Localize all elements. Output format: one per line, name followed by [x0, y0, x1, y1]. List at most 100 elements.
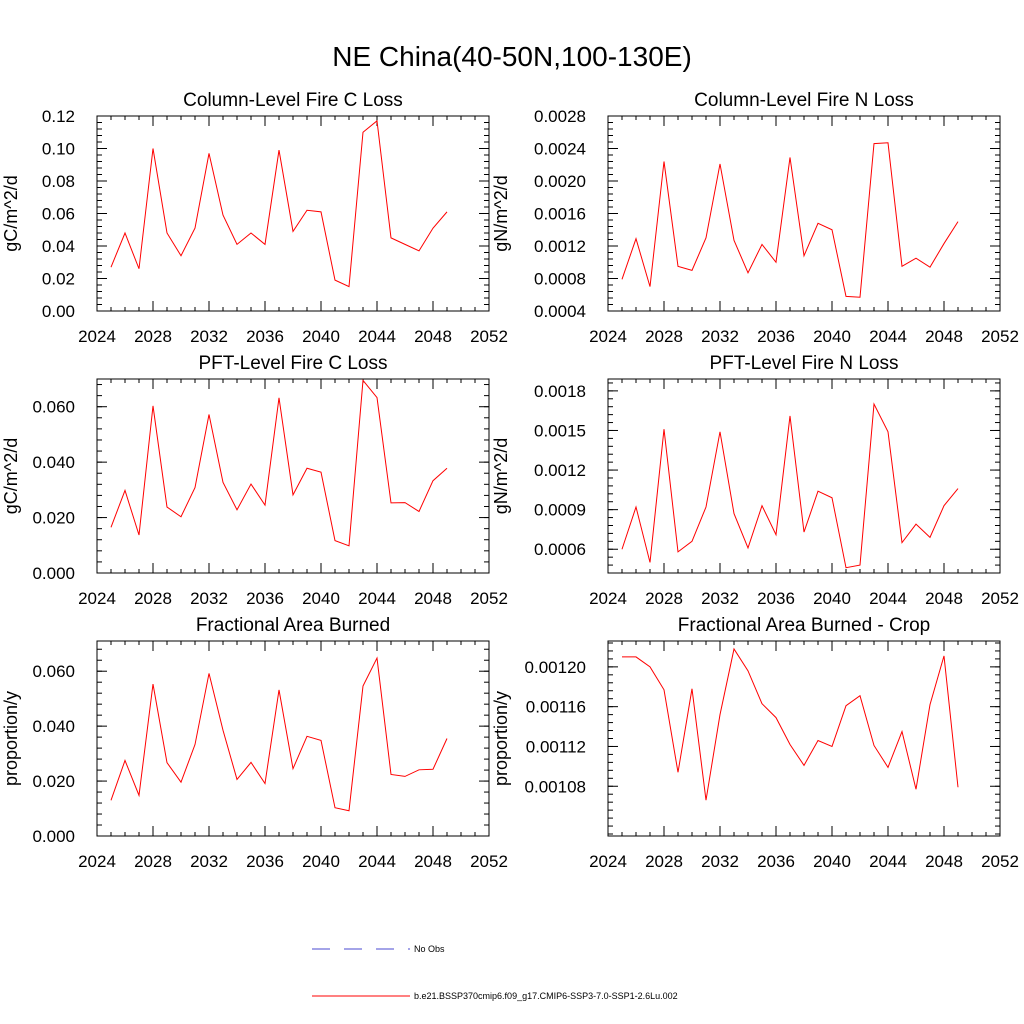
panel-2-y-tick-label-0-0012: 0.0012 — [534, 237, 586, 256]
panel-2-frame — [607, 115, 1001, 312]
panel-3-series-line-1 — [110, 379, 448, 547]
panels: Column-Level Fire C Loss 2024 2028 2032 2036… — [1, 90, 1019, 871]
panel-1-x-tick-label-2040: 2040 — [302, 327, 340, 346]
panel-5-x-tick-label-2024: 2024 — [78, 852, 116, 871]
panel-1-y-tick-label-0-00: 0.00 — [42, 302, 75, 321]
panel-1-y-tick-label-0-12: 0.12 — [42, 107, 75, 126]
panel-3-x-tick-label-2048: 2048 — [414, 589, 452, 608]
panel-1-x-tick-label-2032: 2032 — [190, 327, 228, 346]
panel-2-y-tick-label-0-0024: 0.0024 — [534, 140, 586, 159]
panel-3: PFT-Level Fire C Loss 2024 2028 2032 2036 204… — [1, 353, 508, 608]
panel-6-x-tick-label-2048: 2048 — [925, 852, 963, 871]
panel-1-x-tick-label-2036: 2036 — [246, 327, 284, 346]
panel-2-title: Column-Level Fire N Loss — [694, 90, 914, 111]
panel-1-title: Column-Level Fire C Loss — [183, 90, 403, 111]
panel-6-frame — [607, 640, 1001, 837]
panel-6-y-tick-label-0-00108: 0.00108 — [525, 777, 586, 796]
panel-4-ylabel: gN/m^2/d — [491, 438, 511, 514]
panel-5-y-tick-label-0-060: 0.060 — [32, 662, 75, 681]
panel-5-frame — [96, 640, 490, 837]
panel-5-x-tick-label-2048: 2048 — [414, 852, 452, 871]
panel-1-y-tick-label-0-06: 0.06 — [42, 205, 75, 224]
panel-4-y-tick-label-0-0009: 0.0009 — [534, 501, 586, 520]
panel-4-series-line-1 — [621, 402, 959, 569]
panel-5-x-tick-label-2044: 2044 — [358, 852, 396, 871]
panel-6-x-tick-label-2032: 2032 — [701, 852, 739, 871]
panel-6: Fractional Area Burned - Crop 2024 2028 203… — [491, 615, 1019, 871]
panel-6-y-tick-label-0-00120: 0.00120 — [525, 658, 586, 677]
panel-2-ylabel: gN/m^2/d — [491, 175, 511, 251]
panel-6-x-tick-label-2044: 2044 — [869, 852, 907, 871]
panel-3-x-tick-label-2052: 2052 — [470, 589, 508, 608]
panel-3-x-tick-label-2036: 2036 — [246, 589, 284, 608]
panel-2: Column-Level Fire N Loss 2024 2028 2032 2036… — [491, 90, 1019, 346]
panel-1-y-tick-label-0-02: 0.02 — [42, 270, 75, 289]
panel-2-y-tick-label-0-0016: 0.0016 — [534, 205, 586, 224]
panel-6-x-tick-label-2052: 2052 — [981, 852, 1019, 871]
main-title: NE China(40-50N,100-130E) — [332, 41, 692, 72]
panel-2-x-tick-label-2024: 2024 — [589, 327, 627, 346]
panel-5-title: Fractional Area Burned — [196, 615, 390, 636]
panel-6-y-tick-label-0-00112: 0.00112 — [526, 737, 586, 756]
panel-5-x-tick-label-2032: 2032 — [190, 852, 228, 871]
panel-5-x-tick-label-2036: 2036 — [246, 852, 284, 871]
panel-5-series-line-1 — [110, 656, 448, 812]
panel-3-x-tick-label-2032: 2032 — [190, 589, 228, 608]
panel-5-y-tick-label-0-000: 0.000 — [32, 827, 75, 846]
panel-5-y-tick-label-0-020: 0.020 — [32, 772, 75, 791]
panel-2-y-tick-label-0-0008: 0.0008 — [534, 270, 586, 289]
panel-6-x-tick-label-2036: 2036 — [757, 852, 795, 871]
panel-2-series-line-1 — [621, 142, 959, 298]
panel-1-x-tick-label-2052: 2052 — [470, 327, 508, 346]
panel-6-y-tick-label-0-00116: 0.00116 — [526, 698, 586, 717]
panel-2-x-tick-label-2048: 2048 — [925, 327, 963, 346]
legend-label-model-run: b.e21.BSSP370cmip6.f09_g17.CMIP6-SSP3-7.… — [414, 991, 678, 1001]
panel-1-y-tick-label-0-10: 0.10 — [42, 140, 75, 159]
legend-label-no-obs: No Obs — [414, 944, 445, 954]
panel-1-x-tick-label-2048: 2048 — [414, 327, 452, 346]
panel-5-y-tick-label-0-040: 0.040 — [32, 717, 75, 736]
panel-3-frame — [96, 378, 490, 574]
panel-3-ylabel: gC/m^2/d — [1, 438, 21, 514]
panel-2-x-tick-label-2040: 2040 — [813, 327, 851, 346]
panel-4-x-tick-label-2032: 2032 — [701, 589, 739, 608]
panel-3-y-tick-label-0-040: 0.040 — [32, 453, 75, 472]
panel-4-x-tick-label-2052: 2052 — [981, 589, 1019, 608]
panel-2-x-tick-label-2052: 2052 — [981, 327, 1019, 346]
panel-6-series-line-1 — [622, 647, 959, 801]
panel-1-x-tick-label-2024: 2024 — [78, 327, 116, 346]
panel-4-title: PFT-Level Fire N Loss — [710, 353, 899, 374]
panel-5-x-tick-label-2028: 2028 — [134, 852, 172, 871]
panel-2-x-tick-label-2028: 2028 — [645, 327, 683, 346]
panel-4-x-tick-label-2040: 2040 — [813, 589, 851, 608]
panel-3-y-tick-label-0-000: 0.000 — [32, 564, 75, 583]
panel-4: PFT-Level Fire N Loss 2024 2028 2032 2036 204… — [491, 353, 1019, 608]
legend: No Obs b.e21.BSSP370cmip6.f09_g17.CMIP6-… — [312, 944, 678, 1001]
panel-4-x-tick-label-2028: 2028 — [645, 589, 683, 608]
panel-5-x-tick-label-2052: 2052 — [470, 852, 508, 871]
panel-4-x-tick-label-2024: 2024 — [589, 589, 627, 608]
panel-2-y-tick-label-0-0020: 0.0020 — [534, 172, 586, 191]
panel-3-title: PFT-Level Fire C Loss — [199, 353, 388, 374]
panel-1-series-line-1 — [110, 119, 448, 288]
panel-4-y-tick-label-0-0006: 0.0006 — [534, 540, 586, 559]
panel-2-y-tick-label-0-0028: 0.0028 — [534, 107, 586, 126]
panel-1-x-tick-label-2044: 2044 — [358, 327, 396, 346]
panel-3-y-tick-label-0-020: 0.020 — [32, 509, 75, 528]
panel-6-ylabel: proportion/y — [491, 691, 511, 786]
panel-4-x-tick-label-2036: 2036 — [757, 589, 795, 608]
panel-4-y-tick-label-0-0012: 0.0012 — [534, 461, 586, 480]
panel-1-x-tick-label-2028: 2028 — [134, 327, 172, 346]
panel-1-y-tick-label-0-04: 0.04 — [42, 237, 75, 256]
panel-3-x-tick-label-2044: 2044 — [358, 589, 396, 608]
panel-4-y-tick-label-0-0015: 0.0015 — [534, 421, 586, 440]
panel-3-y-tick-label-0-060: 0.060 — [32, 398, 75, 417]
panel-1-ylabel: gC/m^2/d — [1, 175, 21, 251]
panel-5: Fractional Area Burned 2024 2028 2032 2036 20… — [1, 615, 508, 871]
panel-1-frame — [96, 115, 490, 312]
panel-2-x-tick-label-2036: 2036 — [757, 327, 795, 346]
panel-6-x-tick-label-2028: 2028 — [645, 852, 683, 871]
panel-1: Column-Level Fire C Loss 2024 2028 2032 2036… — [1, 90, 508, 346]
panel-6-x-tick-label-2024: 2024 — [589, 852, 627, 871]
